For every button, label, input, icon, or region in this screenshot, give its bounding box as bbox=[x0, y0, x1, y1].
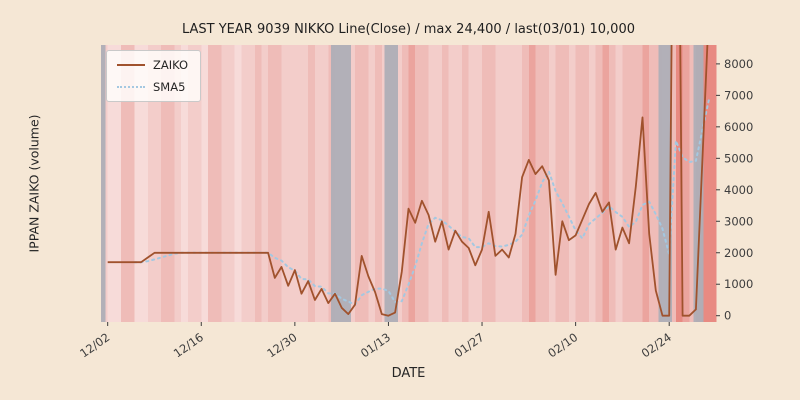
y-tick-label: 3000 bbox=[724, 214, 753, 228]
x-tick-label: 12/16 bbox=[171, 330, 206, 360]
y-tick-label: 1000 bbox=[724, 277, 753, 291]
y-axis-ticks: 0 1000 2000 3000 4000 5000 6000 7000 8000 bbox=[716, 57, 753, 323]
y-tick-label: 4000 bbox=[724, 183, 753, 197]
zaiko-line bbox=[107, 45, 709, 317]
sma5-line bbox=[133, 96, 711, 306]
y-tick-label: 7000 bbox=[724, 88, 753, 102]
y-tick-label: 6000 bbox=[724, 120, 753, 134]
legend-label-zaiko: ZAIKO bbox=[153, 58, 189, 72]
x-tick-label: 01/13 bbox=[358, 330, 393, 360]
x-axis-ticks: 12/02 12/16 12/30 01/13 01/27 02/10 02/24 bbox=[77, 322, 674, 360]
y-tick-label: 5000 bbox=[724, 151, 753, 165]
zaiko-line-swatch bbox=[117, 64, 145, 66]
legend: ZAIKO SMA5 bbox=[106, 50, 202, 102]
x-tick-label: 02/24 bbox=[639, 330, 674, 360]
x-tick-label: 02/10 bbox=[545, 330, 580, 360]
y-tick-label: 2000 bbox=[724, 246, 753, 260]
sma5-line-swatch bbox=[117, 86, 145, 88]
y-tick-label: 0 bbox=[724, 309, 731, 323]
chart-title: LAST YEAR 9039 NIKKO Line(Close) / max 2… bbox=[181, 22, 635, 37]
legend-item-sma5: SMA5 bbox=[117, 80, 188, 94]
x-tick-label: 01/27 bbox=[452, 330, 487, 360]
y-tick-label: 8000 bbox=[724, 57, 753, 71]
legend-label-sma5: SMA5 bbox=[153, 80, 186, 94]
legend-item-zaiko: ZAIKO bbox=[117, 58, 188, 72]
x-tick-label: 12/30 bbox=[264, 330, 299, 360]
x-tick-label: 12/02 bbox=[77, 330, 112, 360]
x-axis-label: DATE bbox=[391, 366, 426, 381]
